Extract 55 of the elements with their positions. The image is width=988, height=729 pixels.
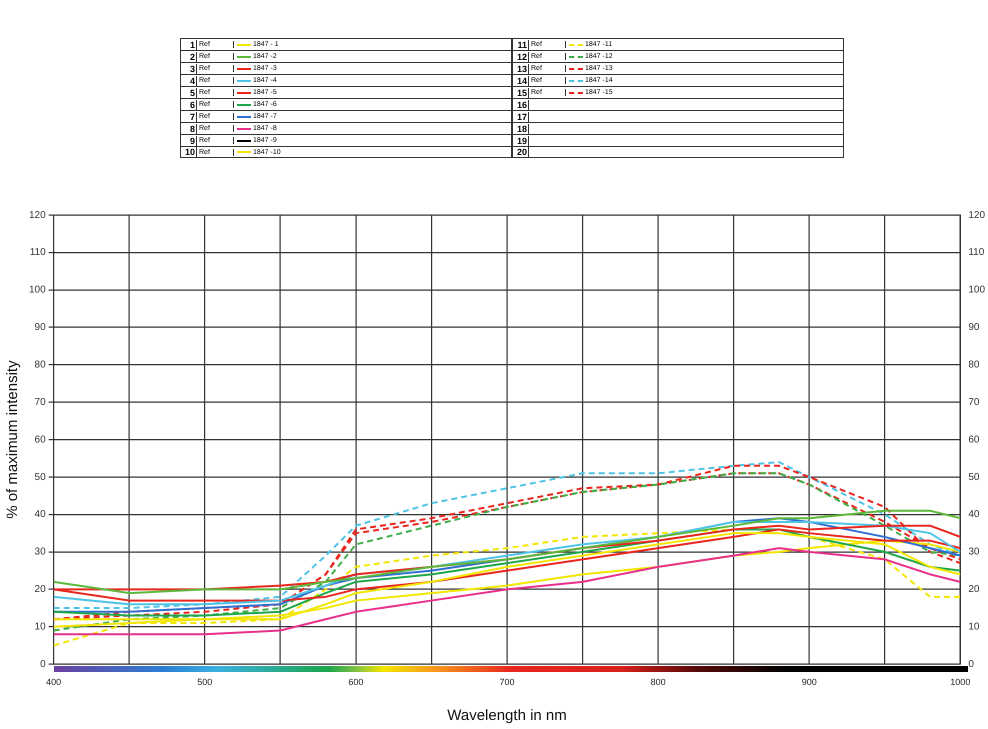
text: 4 xyxy=(181,76,197,86)
y-tick-label: 10 xyxy=(34,622,46,633)
text: 6 xyxy=(181,100,197,110)
y2-tick-label: 0 xyxy=(968,658,974,670)
text: 20 xyxy=(513,147,529,157)
y-tick-label: 40 xyxy=(34,509,46,520)
y-axis-title: % of maximum intensity xyxy=(4,360,22,519)
text: 2 xyxy=(181,52,197,62)
y2-tick-label: 120 xyxy=(968,210,986,221)
y-tick-label: 0 xyxy=(40,658,46,670)
y2-tick-label: 30 xyxy=(968,546,980,558)
y-tick-label: 110 xyxy=(30,247,46,258)
y-tick-label: 30 xyxy=(34,546,46,558)
x-tick-label: 600 xyxy=(348,677,364,688)
y2-tick-label: 110 xyxy=(968,247,985,258)
text: 10 xyxy=(181,147,197,157)
text: 16 xyxy=(513,100,529,110)
x-tick-label: 900 xyxy=(802,677,817,688)
y-tick-label: 50 xyxy=(34,472,46,483)
x-tick-label: 1000 xyxy=(950,677,970,688)
y-tick-label: 20 xyxy=(34,584,46,596)
text: 5 xyxy=(181,88,197,98)
text: 18 xyxy=(513,124,529,134)
text: 9 xyxy=(181,136,197,146)
y2-tick-label: 50 xyxy=(968,472,980,483)
y-tick-label: 60 xyxy=(34,434,46,446)
y-tick-label: 70 xyxy=(34,396,46,408)
y2-tick-label: 70 xyxy=(968,396,980,408)
text: 15 xyxy=(513,88,529,98)
y-tick-label: 120 xyxy=(28,210,46,221)
text: 19 xyxy=(513,136,529,146)
x-tick-label: 500 xyxy=(197,677,212,688)
y2-tick-label: 80 xyxy=(968,359,980,370)
text: 14 xyxy=(513,76,529,86)
y-tick-label: 90 xyxy=(34,322,46,334)
text: 11 xyxy=(513,40,529,50)
text: 12 xyxy=(513,52,529,62)
text: 17 xyxy=(513,112,529,122)
text: 13 xyxy=(513,64,529,74)
text: 8 xyxy=(181,124,197,134)
y2-tick-label: 40 xyxy=(968,509,980,520)
text: 1 xyxy=(181,40,197,50)
y-tick-label: 80 xyxy=(34,359,46,370)
y2-tick-label: 20 xyxy=(968,584,980,596)
y2-tick-label: 60 xyxy=(968,434,980,446)
text: 3 xyxy=(181,64,197,74)
x-tick-label: 400 xyxy=(46,677,62,688)
y2-tick-label: 90 xyxy=(968,322,980,334)
x-tick-label: 700 xyxy=(499,677,515,688)
y2-tick-label: 100 xyxy=(968,284,986,296)
text: 7 xyxy=(181,112,197,122)
y-tick-label: 100 xyxy=(28,284,46,296)
y2-tick-label: 10 xyxy=(968,622,980,633)
x-axis-title: Wavelength in nm xyxy=(447,707,567,724)
x-tick-label: 800 xyxy=(650,677,666,688)
